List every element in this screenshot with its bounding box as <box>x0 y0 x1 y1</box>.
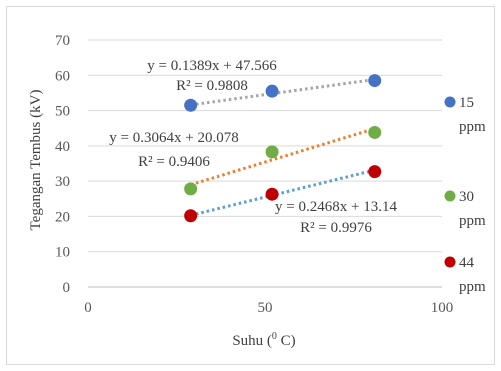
legend-marker-30ppm <box>444 190 456 202</box>
legend-marker-44ppm <box>444 256 456 268</box>
legend-label-44ppm-line2: ppm <box>459 279 486 295</box>
r2-30ppm: R² = 0.9406 <box>138 154 210 170</box>
data-point-series-1-2 <box>368 125 382 139</box>
data-point-series-0-0 <box>184 98 198 112</box>
y-tick-label: 40 <box>55 139 70 155</box>
trendline-series-0 <box>190 77 375 107</box>
trendlines <box>190 77 376 217</box>
y-tick-label: 10 <box>55 245 70 261</box>
data-points <box>184 74 382 223</box>
equation-15ppm: y = 0.1389x + 47.566 <box>147 58 277 74</box>
chart-frame <box>6 6 495 365</box>
legend-label-30ppm-line1: 30 <box>459 189 474 205</box>
data-point-series-1-1 <box>265 145 279 159</box>
data-point-series-1-0 <box>184 182 198 196</box>
y-tick-label: 20 <box>55 209 70 225</box>
data-point-series-0-2 <box>368 74 382 88</box>
r2-44ppm: R² = 0.9976 <box>300 220 372 236</box>
x-tick-label: 50 <box>258 300 273 316</box>
x-tick-labels: 0 50 100 <box>84 300 453 316</box>
y-tick-label: 30 <box>55 174 70 190</box>
trendline-series-1 <box>190 127 376 187</box>
data-point-series-2-2 <box>368 165 382 179</box>
x-axis-title: Suhu (0 C) <box>232 331 295 349</box>
y-tick-label: 70 <box>55 33 70 49</box>
equation-30ppm: y = 0.3064x + 20.078 <box>109 130 238 146</box>
legend-marker-15ppm <box>444 96 456 108</box>
y-tick-labels: 0 10 20 30 40 50 60 70 <box>55 33 70 296</box>
legend-label-15ppm-line2: ppm <box>459 119 486 135</box>
x-axis-title-sup: 0 <box>272 331 277 342</box>
x-tick-label: 100 <box>431 300 454 316</box>
data-point-series-2-1 <box>265 187 279 201</box>
y-tick-label: 50 <box>55 104 70 120</box>
trendline-equations: y = 0.1389x + 47.566 R² = 0.9808 y = 0.3… <box>109 58 397 236</box>
x-tick-label: 0 <box>84 300 92 316</box>
data-point-series-2-0 <box>184 209 198 223</box>
x-axis-title-pre: Suhu ( <box>232 333 272 349</box>
data-point-series-0-1 <box>265 84 279 98</box>
gridlines <box>88 39 442 288</box>
y-tick-label: 0 <box>63 280 71 296</box>
y-axis-title: Tegangan Tembus (kV) <box>28 90 44 231</box>
legend: 15 ppm 30 ppm 44 ppm <box>444 95 486 295</box>
legend-label-30ppm-line2: ppm <box>459 213 486 229</box>
trendline-series-2 <box>190 168 376 217</box>
y-tick-label: 60 <box>55 68 70 84</box>
legend-label-15ppm-line1: 15 <box>459 95 474 111</box>
r2-15ppm: R² = 0.9808 <box>176 78 248 94</box>
legend-label-44ppm-line1: 44 <box>459 255 475 271</box>
equation-44ppm: y = 0.2468x + 13.14 <box>275 199 397 215</box>
x-axis-title-post: C) <box>277 333 296 349</box>
